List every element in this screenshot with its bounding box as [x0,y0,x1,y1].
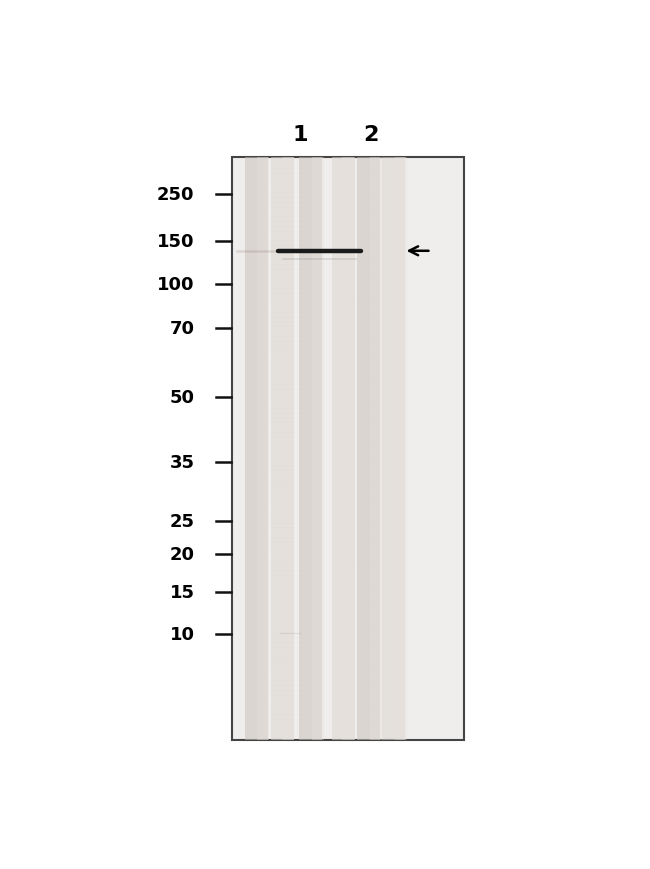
Bar [281,158,294,740]
Bar [299,158,322,740]
Bar [245,158,268,740]
Text: 250: 250 [157,186,194,203]
Bar [342,158,354,740]
Text: 20: 20 [170,545,194,563]
Text: 10: 10 [170,625,194,643]
Text: 50: 50 [170,388,194,407]
Text: 150: 150 [157,233,194,250]
Bar [332,158,354,740]
Text: 15: 15 [170,584,194,601]
Text: 100: 100 [157,276,194,294]
Bar [357,158,380,740]
Text: 25: 25 [170,513,194,531]
Bar [395,158,407,740]
Text: 1: 1 [292,124,308,144]
Bar [370,158,382,740]
Bar [272,158,294,740]
Bar [233,158,464,740]
Bar [312,158,324,740]
Text: 70: 70 [170,320,194,337]
Bar [382,158,405,740]
Text: 35: 35 [170,454,194,472]
Text: 2: 2 [363,124,378,144]
Bar [257,158,268,740]
